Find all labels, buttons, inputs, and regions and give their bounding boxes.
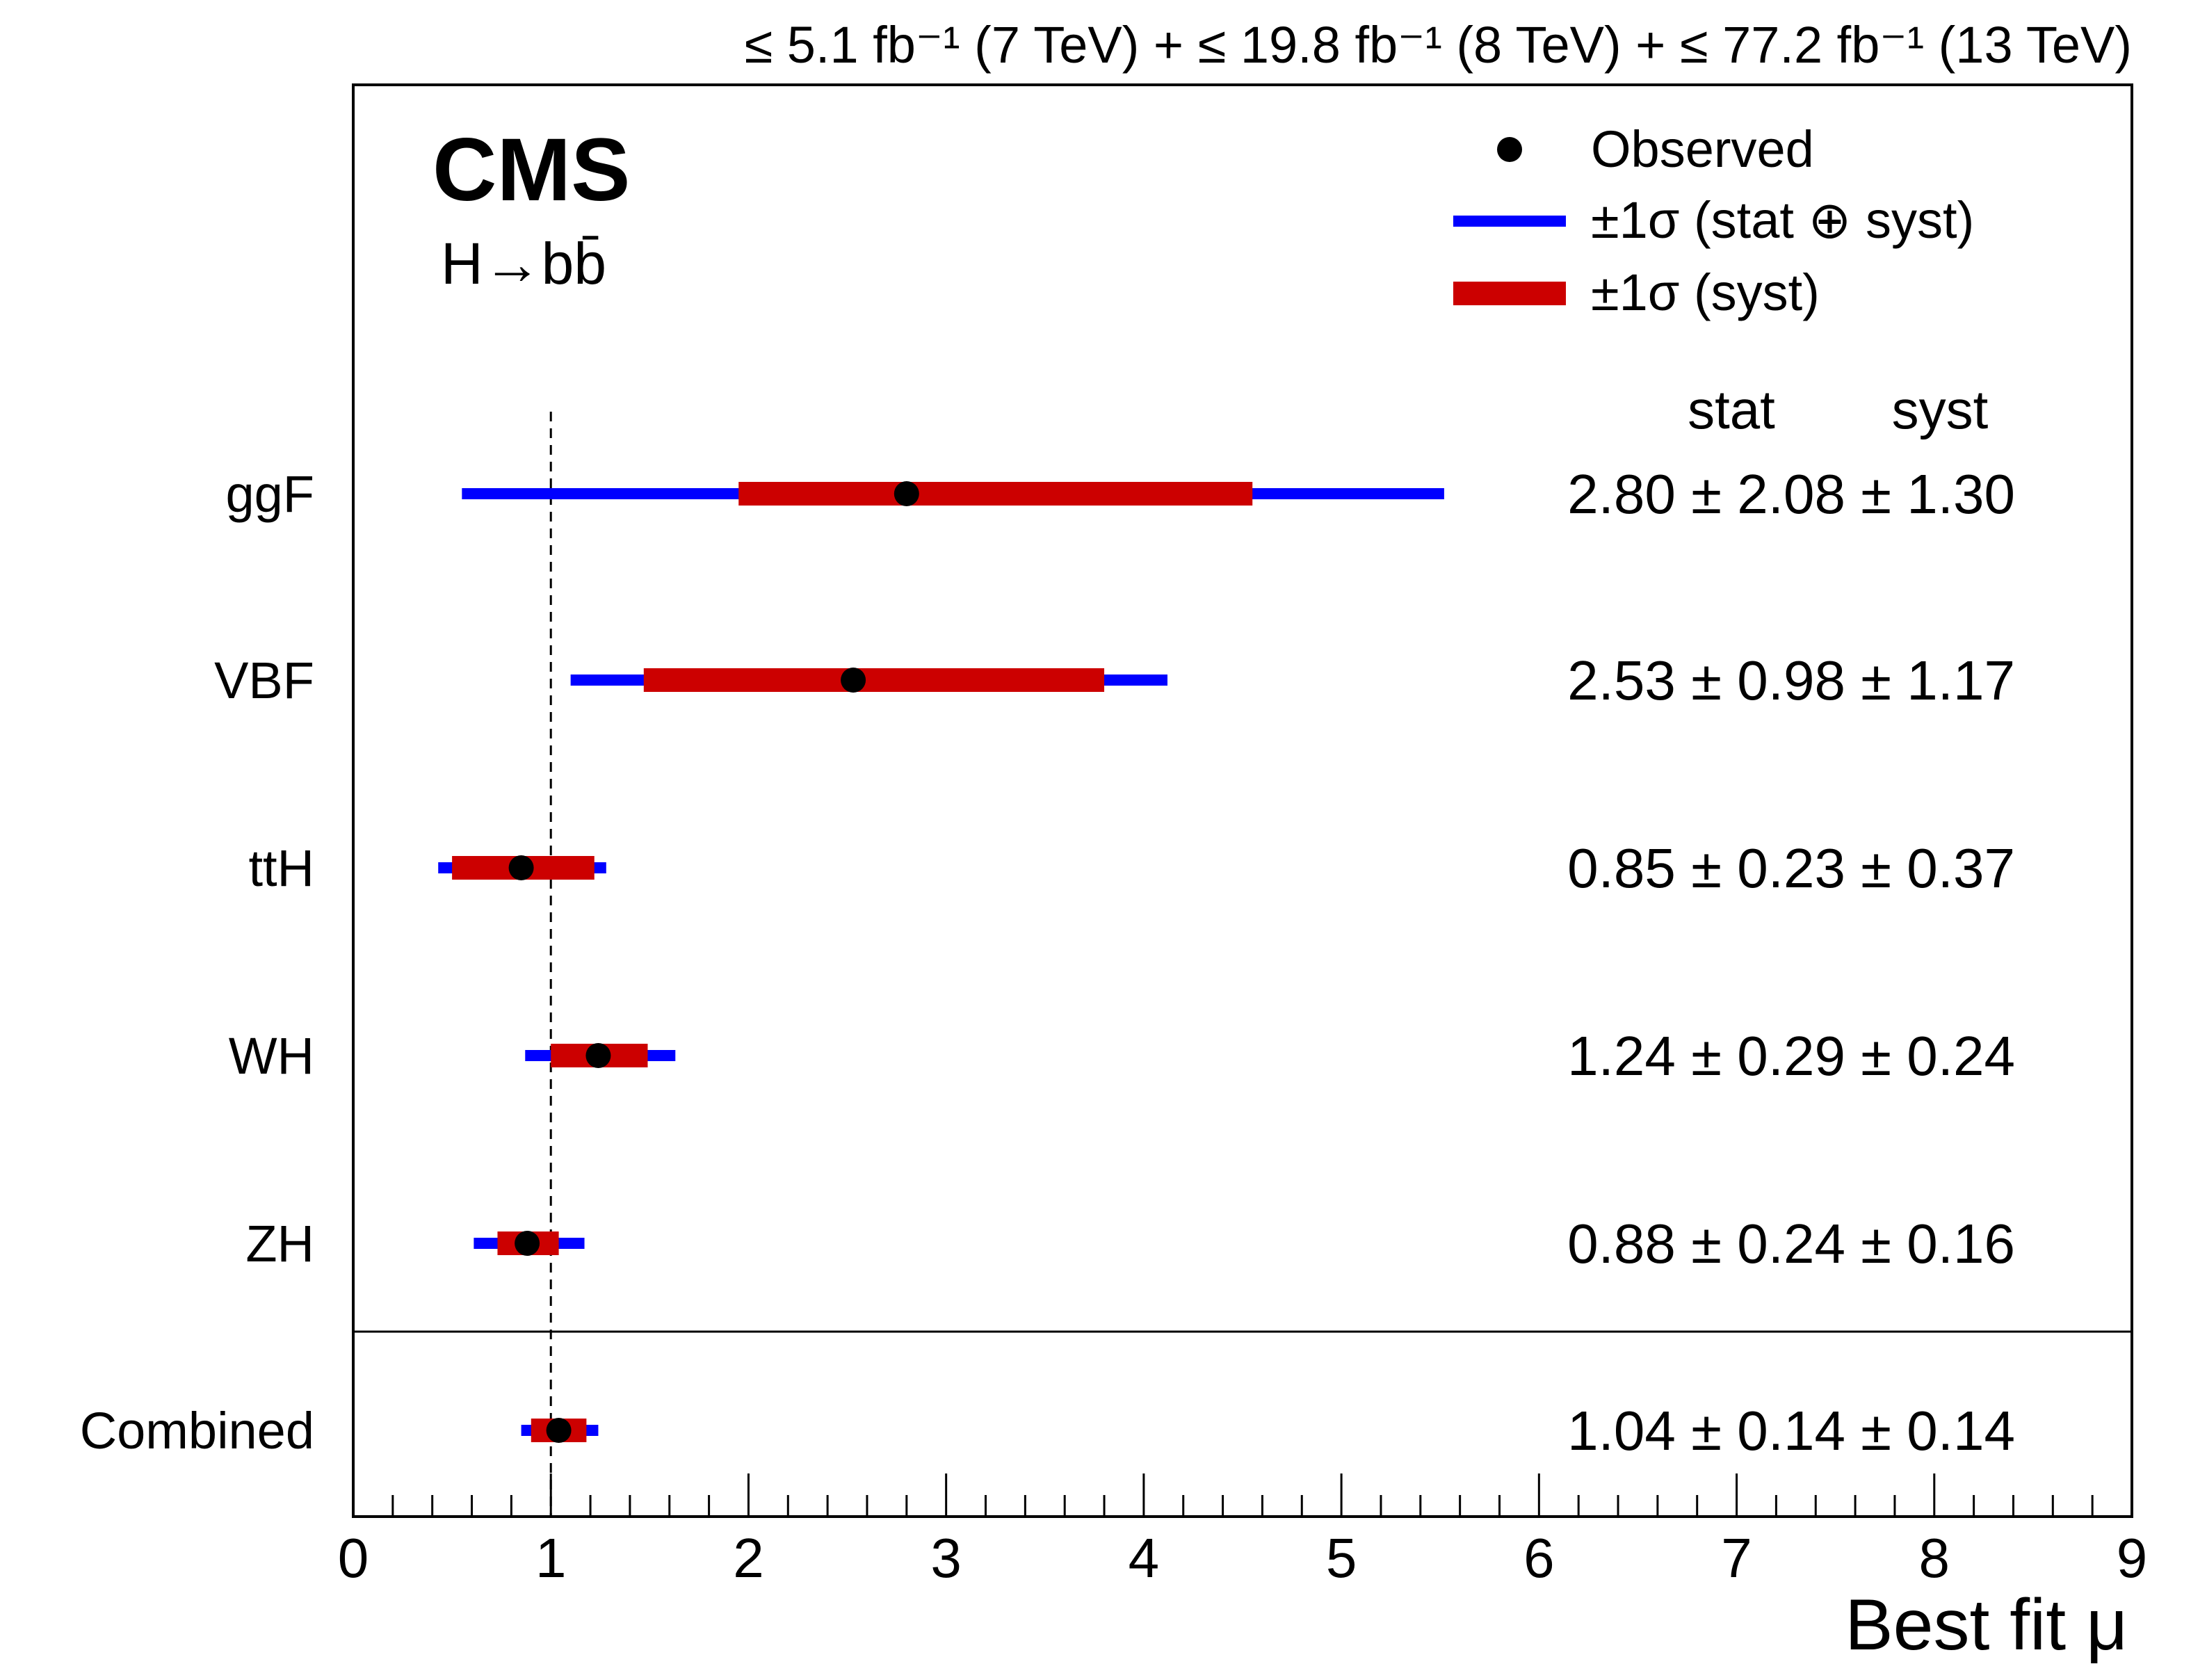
x-tick-label-1: 1 (535, 1527, 567, 1589)
row-tth: ttH 0.85 ± 0.23 ± 0.37 (248, 837, 2015, 899)
row-value-tth: 0.85 ± 0.23 ± 0.37 (1567, 837, 2015, 899)
row-vbf: VBF 2.53 ± 0.98 ± 1.17 (214, 649, 2015, 711)
row-wh: WH 1.24 ± 0.29 ± 0.24 (229, 1025, 2015, 1087)
x-axis: 0 1 2 3 4 5 6 7 8 9 (338, 1473, 2148, 1589)
x-tick-label-3: 3 (930, 1527, 962, 1589)
plot-frame (352, 83, 2133, 1518)
x-axis-title: Best fit μ (1845, 1585, 2128, 1665)
x-tick-label-2: 2 (733, 1527, 764, 1589)
column-header-stat: stat (1688, 379, 1775, 440)
row-combined: Combined 1.04 ± 0.14 ± 0.14 (80, 1400, 2015, 1462)
rows-layer: ggF 2.80 ± 2.08 ± 1.30 VBF 2.53 ± 0.98 ± 1.… (80, 463, 2015, 1462)
x-tick-label-6: 6 (1523, 1527, 1555, 1589)
observed-point-zh (515, 1231, 540, 1256)
observed-point-vbf (841, 668, 866, 693)
process-label: H→bb̄ (441, 231, 606, 296)
row-value-combined: 1.04 ± 0.14 ± 0.14 (1567, 1400, 2015, 1462)
observed-point-combined (546, 1418, 572, 1443)
x-tick-label-4: 4 (1129, 1527, 1160, 1589)
observed-point-ggf (894, 481, 919, 506)
x-tick-label-7: 7 (1721, 1527, 1752, 1589)
row-ggf: ggF 2.80 ± 2.08 ± 1.30 (225, 463, 2015, 525)
row-label-wh: WH (229, 1027, 314, 1085)
legend-syst-label: ±1σ (syst) (1591, 264, 1820, 321)
row-zh: ZH 0.88 ± 0.24 ± 0.16 (245, 1213, 2015, 1275)
lumi-text: ≤ 5.1 fb⁻¹ (7 TeV) + ≤ 19.8 fb⁻¹ (8 TeV)… (745, 16, 2132, 74)
row-label-combined: Combined (80, 1402, 314, 1460)
x-tick-label-8: 8 (1919, 1527, 1950, 1589)
x-tick-label-9: 9 (2117, 1527, 2148, 1589)
x-tick-label-0: 0 (338, 1527, 369, 1589)
row-label-zh: ZH (245, 1215, 314, 1273)
row-value-vbf: 2.53 ± 0.98 ± 1.17 (1567, 649, 2015, 711)
experiment-label: CMS (432, 120, 630, 220)
row-label-vbf: VBF (214, 652, 314, 709)
row-value-ggf: 2.80 ± 2.08 ± 1.30 (1567, 463, 2015, 525)
row-label-tth: ttH (248, 839, 314, 897)
legend-total-label: ±1σ (stat ⊕ syst) (1591, 191, 1974, 249)
x-tick-label-5: 5 (1326, 1527, 1357, 1589)
legend-observed-label: Observed (1591, 120, 1814, 178)
observed-point-tth (508, 855, 534, 880)
row-value-zh: 0.88 ± 0.24 ± 0.16 (1567, 1213, 2015, 1275)
legend: Observed ±1σ (stat ⊕ syst) ±1σ (syst) (1453, 120, 1974, 321)
observed-point-wh (585, 1043, 611, 1068)
row-label-ggf: ggF (225, 465, 314, 523)
legend-observed-marker (1497, 137, 1522, 162)
row-value-wh: 1.24 ± 0.29 ± 0.24 (1567, 1025, 2015, 1087)
column-header-syst: syst (1892, 379, 1989, 440)
